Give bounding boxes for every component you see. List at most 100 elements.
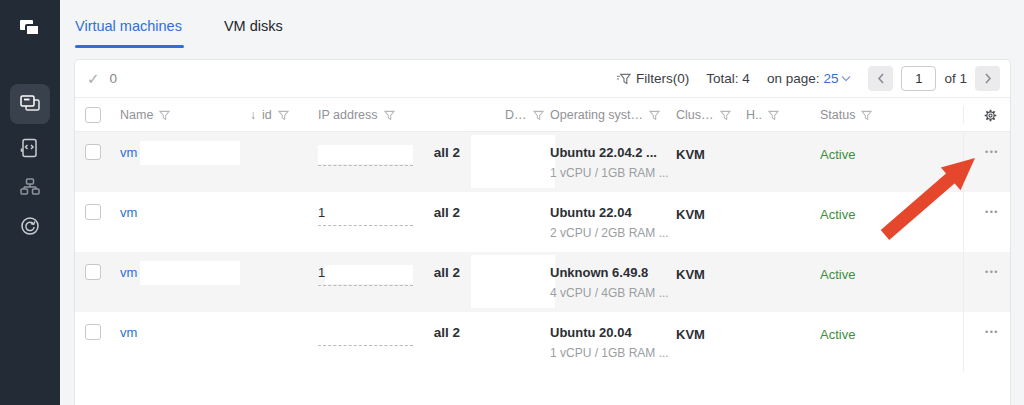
status-badge: Active bbox=[820, 267, 855, 282]
row-node-cell bbox=[746, 252, 820, 312]
next-page-button[interactable] bbox=[975, 66, 1000, 91]
vm-name-link[interactable]: vm bbox=[120, 145, 137, 160]
history-icon bbox=[18, 214, 42, 238]
redacted-ip-block bbox=[318, 145, 413, 164]
redacted-disks-block bbox=[471, 255, 555, 308]
row-node-cell bbox=[746, 132, 820, 192]
select-all-checkbox[interactable] bbox=[85, 107, 101, 123]
ip-value-box[interactable]: 1 bbox=[318, 205, 413, 226]
column-header-name[interactable]: Name bbox=[120, 107, 250, 122]
redacted-name-block bbox=[140, 141, 240, 165]
filter-funnel-icon[interactable] bbox=[768, 110, 779, 121]
table-settings-cell bbox=[963, 106, 1010, 124]
filter-funnel-icon[interactable] bbox=[384, 110, 395, 121]
tab-virtual-machines[interactable]: Virtual machines bbox=[75, 18, 182, 48]
column-header-h[interactable]: H.. bbox=[746, 107, 820, 122]
filter-funnel-icon[interactable] bbox=[278, 110, 289, 121]
sidebar bbox=[0, 0, 60, 405]
column-header-id[interactable]: ↓ id bbox=[250, 107, 318, 122]
cluster-value: KVM bbox=[676, 267, 705, 282]
row-disks-cell bbox=[505, 252, 550, 312]
per-page-value: 25 bbox=[823, 71, 838, 86]
gear-icon[interactable] bbox=[982, 107, 999, 124]
column-header-status[interactable]: Status bbox=[820, 107, 963, 122]
scripts-icon bbox=[18, 136, 42, 160]
row-actions-button[interactable]: ••• bbox=[985, 325, 999, 372]
row-actions-cell: ••• bbox=[963, 132, 1010, 192]
row-actions-button-targeted[interactable]: ••• bbox=[985, 145, 999, 192]
os-resources: 1 vCPU / 1GB RAM ... bbox=[550, 346, 676, 360]
row-checkbox[interactable] bbox=[85, 264, 101, 280]
ip-value-box[interactable] bbox=[318, 145, 413, 166]
row-status-cell: Active bbox=[820, 252, 963, 312]
sidebar-item-history[interactable] bbox=[10, 211, 50, 241]
tab-vm-disks[interactable]: VM disks bbox=[224, 18, 283, 48]
row-status-cell: Active bbox=[820, 132, 963, 192]
sort-desc-icon: ↓ bbox=[250, 108, 256, 122]
redacted-name-block bbox=[140, 321, 240, 345]
row-select-cell bbox=[75, 132, 120, 192]
cluster-value: KVM bbox=[676, 207, 705, 222]
redacted-ip-block bbox=[318, 325, 413, 344]
ip-all-link[interactable]: all 2 bbox=[434, 265, 460, 286]
selected-count: 0 bbox=[110, 71, 118, 86]
ip-value-box[interactable]: 1 bbox=[318, 265, 413, 286]
ip-value: 1 bbox=[318, 205, 325, 222]
ip-value-box[interactable] bbox=[318, 325, 413, 346]
column-header-d[interactable]: D… bbox=[505, 107, 550, 122]
row-checkbox[interactable] bbox=[85, 204, 101, 220]
row-id-cell bbox=[250, 312, 318, 372]
vm-name-link[interactable]: vm bbox=[120, 205, 137, 220]
cluster-icon bbox=[18, 175, 42, 199]
chevron-down-icon bbox=[841, 75, 851, 82]
row-node-cell bbox=[746, 192, 820, 252]
vm-name-link[interactable]: vm bbox=[120, 325, 137, 340]
per-page-select[interactable]: 25 bbox=[823, 71, 851, 86]
redacted-name-block bbox=[140, 261, 240, 285]
column-header-label: Clus… bbox=[676, 108, 714, 122]
status-badge: Active bbox=[820, 147, 855, 162]
sidebar-item-cluster[interactable] bbox=[10, 172, 50, 202]
column-header-clus[interactable]: Clus… bbox=[676, 107, 746, 122]
row-actions-button[interactable]: ••• bbox=[985, 265, 999, 312]
row-disks-cell bbox=[505, 192, 550, 252]
page-of-label: of 1 bbox=[944, 71, 967, 86]
os-resources: 4 vCPU / 4GB RAM ... bbox=[550, 286, 676, 300]
column-header-ip-address[interactable]: IP address bbox=[318, 107, 505, 122]
filter-funnel-icon[interactable] bbox=[533, 110, 544, 121]
ip-all-link[interactable]: all 2 bbox=[434, 145, 460, 166]
table-row: vmall 2Ubuntu 22.04.2 ...1 vCPU / 1GB RA… bbox=[75, 132, 1010, 192]
row-select-cell bbox=[75, 312, 120, 372]
row-id-cell bbox=[250, 192, 318, 252]
ip-all-link[interactable]: all 2 bbox=[434, 205, 460, 226]
chevron-right-icon bbox=[984, 73, 992, 84]
row-checkbox[interactable] bbox=[85, 144, 101, 160]
filters-button[interactable]: Filters(0) bbox=[616, 71, 689, 86]
sidebar-item-scripts[interactable] bbox=[10, 133, 50, 163]
sidebar-item-virtual-machines[interactable] bbox=[10, 84, 50, 124]
row-checkbox[interactable] bbox=[85, 324, 101, 340]
status-badge: Active bbox=[820, 327, 855, 342]
prev-page-button[interactable] bbox=[868, 66, 893, 91]
column-header-label: D… bbox=[505, 108, 527, 122]
row-actions-button[interactable]: ••• bbox=[985, 205, 999, 252]
filter-funnel-icon[interactable] bbox=[649, 110, 660, 121]
os-resources: 2 vCPU / 2GB RAM ... bbox=[550, 226, 676, 240]
row-cluster-cell: KVM bbox=[676, 252, 746, 312]
row-name-cell: vm bbox=[120, 192, 250, 252]
column-header-label: id bbox=[262, 108, 272, 122]
ip-all-link[interactable]: all 2 bbox=[434, 325, 460, 346]
page-number-input[interactable] bbox=[901, 66, 936, 91]
os-name: Unknown 6.49.8 bbox=[550, 265, 676, 280]
row-os-cell: Ubuntu 20.041 vCPU / 1GB RAM ... bbox=[550, 312, 676, 372]
row-cluster-cell: KVM bbox=[676, 132, 746, 192]
column-header-operating-syst[interactable]: Operating syst… bbox=[550, 107, 676, 122]
filter-funnel-icon[interactable] bbox=[861, 110, 872, 121]
filter-funnel-icon[interactable] bbox=[159, 110, 170, 121]
filter-funnel-icon[interactable] bbox=[720, 110, 731, 121]
vm-name-link[interactable]: vm bbox=[120, 265, 137, 280]
on-page-label: on page: bbox=[767, 71, 820, 86]
cluster-value: KVM bbox=[676, 327, 705, 342]
sidebar-nav bbox=[0, 84, 60, 241]
app-logo[interactable] bbox=[0, 8, 60, 48]
